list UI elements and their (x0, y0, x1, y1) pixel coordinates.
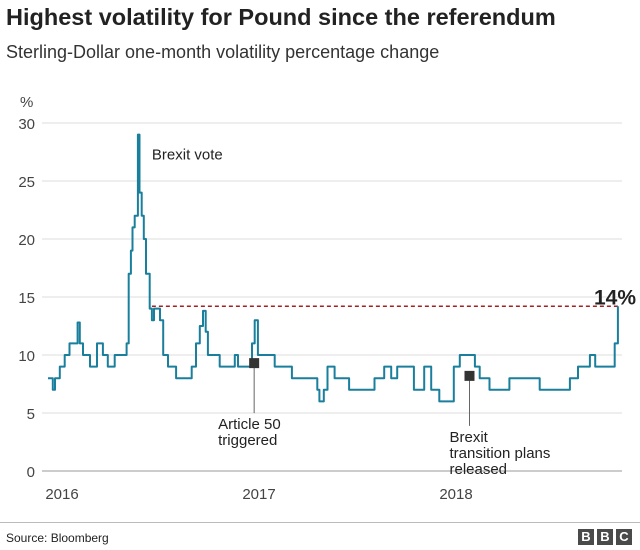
y-axis-label: % (20, 94, 33, 111)
y-tick-label: 30 (18, 116, 35, 133)
x-tick-label: 2016 (45, 486, 78, 503)
y-tick-label: 20 (18, 232, 35, 249)
x-tick-label: 2017 (242, 486, 275, 503)
annotation-label: Brexit (449, 429, 488, 446)
y-tick-label: 5 (27, 406, 35, 423)
bbc-logo-block: B (597, 529, 613, 545)
annotation-marker (249, 358, 260, 369)
reference-value-label: 14% (594, 286, 636, 309)
x-tick-label: 2018 (439, 486, 472, 503)
chart-subtitle: Sterling-Dollar one-month volatility per… (6, 42, 440, 62)
bbc-logo-block: B (578, 529, 594, 545)
y-tick-label: 15 (18, 290, 35, 307)
y-tick-label: 25 (18, 174, 35, 191)
volatility-line (48, 133, 619, 403)
bbc-logo: B B C (578, 529, 632, 545)
annotation-label: released (449, 461, 507, 478)
annotation-label: Brexit vote (152, 147, 223, 164)
footer-divider (0, 522, 640, 523)
chart-title: Highest volatility for Pound since the r… (6, 4, 556, 30)
annotation-marker (464, 370, 475, 381)
annotation-label: transition plans (449, 445, 550, 462)
annotation-label: triggered (218, 432, 277, 449)
source-note: Source: Bloomberg (6, 531, 109, 545)
y-tick-label: 10 (18, 348, 35, 365)
annotation-label: Article 50 (218, 416, 281, 433)
y-tick-label: 0 (27, 464, 35, 481)
bbc-logo-block: C (616, 529, 632, 545)
